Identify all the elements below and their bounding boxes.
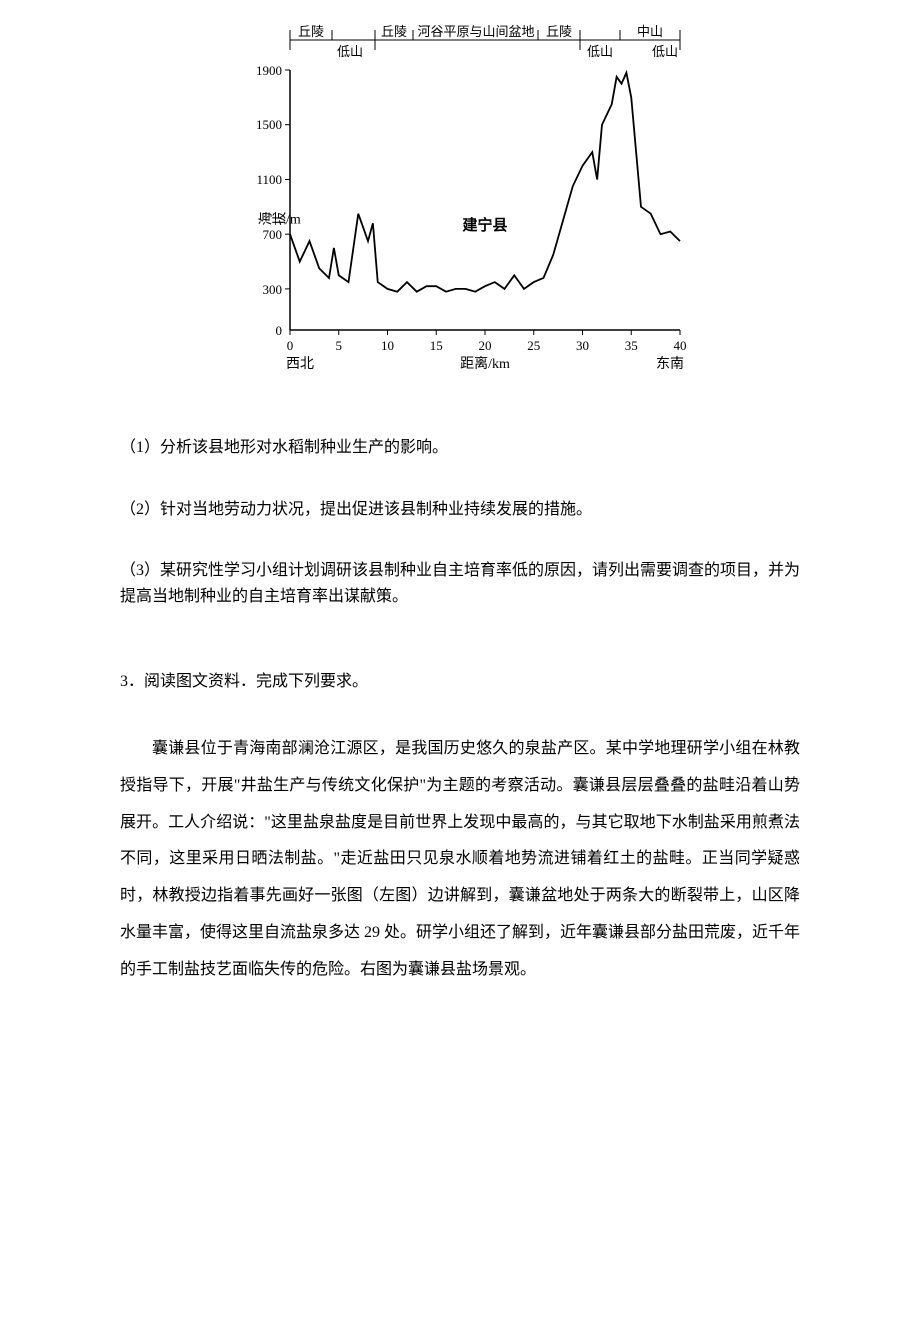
y-tick-700: 700 — [263, 227, 283, 242]
x-left-label: 西北 — [286, 356, 314, 372]
x-tick-20: 20 — [479, 338, 492, 353]
section-3-title: 3．阅读图文资料．完成下列要求。 — [120, 669, 800, 695]
center-label: 建宁县 — [462, 216, 507, 234]
x-axis-label: 距离/km — [460, 355, 510, 372]
top-label-5: 丘陵 — [546, 24, 572, 39]
top-label-2: 低山 — [337, 44, 363, 59]
question-2: （2）针对当地劳动力状况，提出促进该县制种业持续发展的措施。 — [120, 497, 800, 523]
section-3-passage: 囊谦县位于青海南部澜沧江源区，是我国历史悠久的泉盐产区。某中学地理研学小组在林教… — [120, 731, 800, 989]
elevation-profile-line — [290, 73, 680, 292]
question-1: （1）分析该县地形对水稻制种业生产的影响。 — [120, 435, 800, 461]
top-label-3: 丘陵 — [381, 24, 407, 39]
y-tick-300: 300 — [263, 282, 283, 297]
x-tick-15: 15 — [430, 338, 443, 353]
y-tick-1900: 1900 — [256, 63, 282, 78]
top-label-7: 中山 — [637, 24, 663, 39]
top-label-6: 低山 — [587, 44, 613, 59]
x-tick-5: 5 — [336, 338, 343, 353]
elevation-profile-chart: 丘陵 低山 丘陵 河谷平原与山间盆地 丘陵 低山 中山 低山 1900 1500… — [220, 20, 700, 395]
x-tick-40: 40 — [674, 338, 687, 353]
top-label-1: 丘陵 — [298, 24, 324, 39]
x-tick-0: 0 — [287, 338, 294, 353]
y-axis-label: 海拔/m — [258, 212, 301, 228]
y-tick-1500: 1500 — [256, 117, 282, 132]
x-tick-25: 25 — [527, 338, 540, 353]
x-right-label: 东南 — [656, 356, 684, 372]
top-label-4: 河谷平原与山间盆地 — [417, 24, 534, 39]
y-tick-1100: 1100 — [256, 172, 282, 187]
y-tick-0: 0 — [276, 323, 283, 338]
question-3: （3）某研究性学习小组计划调研该县制种业自主培育率低的原因，请列出需要调查的项目… — [120, 558, 800, 609]
x-tick-35: 35 — [625, 338, 638, 353]
x-tick-30: 30 — [576, 338, 589, 353]
top-label-8: 低山 — [652, 44, 678, 59]
x-tick-10: 10 — [381, 338, 394, 353]
